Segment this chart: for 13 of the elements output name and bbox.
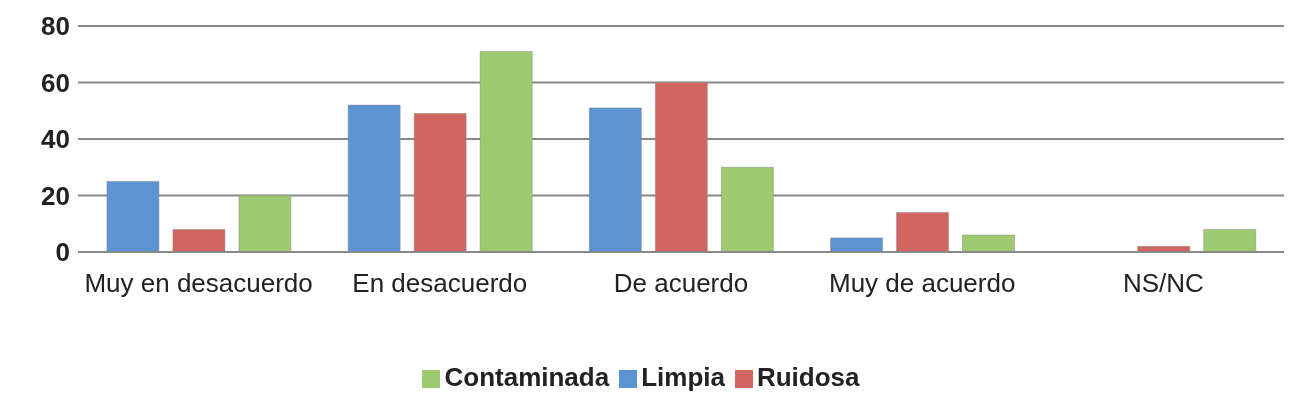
legend-label: Ruidosa (756, 362, 860, 392)
y-tick-label: 60 (41, 67, 70, 98)
x-tick-label: Muy en desacuerdo (84, 268, 313, 299)
x-tick-label: Muy de acuerdo (828, 268, 1016, 299)
y-tick-label: 20 (41, 180, 70, 211)
legend-label: Limpia (641, 362, 725, 392)
y-tick-label: 40 (41, 124, 70, 155)
x-tick-label: NS/NC (1122, 268, 1204, 299)
y-tick-label: 80 (41, 11, 70, 42)
y-tick-label: 0 (55, 237, 70, 268)
x-tick-label: De acuerdo (613, 268, 749, 299)
legend-label: Contaminada (444, 362, 610, 392)
x-tick-label: En desacuerdo (352, 268, 528, 299)
